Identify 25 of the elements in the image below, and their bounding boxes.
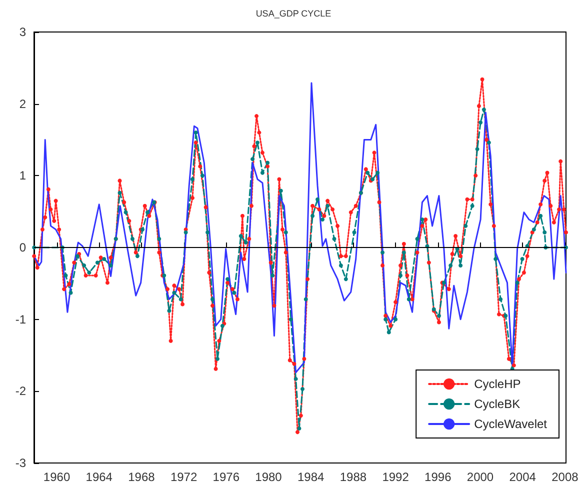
x-tick-label: 1984 bbox=[298, 470, 325, 484]
x-tick-label: 1968 bbox=[128, 470, 156, 484]
y-tick-label: 2 bbox=[19, 96, 26, 111]
x-tick-label: 1988 bbox=[340, 470, 367, 484]
y-tick-label: 0 bbox=[19, 240, 26, 254]
chart-title: USA_GDP CYCLE bbox=[256, 8, 332, 18]
legend-label: CycleWavelet bbox=[474, 417, 548, 431]
x-tick-label: 1992 bbox=[382, 470, 410, 484]
y-tick-label: -1 bbox=[15, 312, 26, 326]
x-tick-label: 1964 bbox=[86, 470, 113, 484]
x-tick-label: 1980 bbox=[255, 470, 282, 484]
y-tick-label: 1 bbox=[19, 168, 26, 183]
y-tick-label: -2 bbox=[15, 384, 26, 398]
legend-label: CycleBK bbox=[474, 397, 520, 411]
line-series bbox=[33, 82, 567, 374]
legend-label: CycleHP bbox=[474, 377, 521, 391]
x-tick-label: 2008 bbox=[552, 470, 579, 484]
y-tick-label: -3 bbox=[15, 456, 26, 470]
x-tick-label: 1960 bbox=[43, 470, 70, 484]
x-tick-label: 1972 bbox=[170, 470, 198, 484]
x-tick-label: 1976 bbox=[212, 470, 240, 484]
x-tick-label: 2004 bbox=[509, 470, 536, 484]
x-tick-label: 2000 bbox=[466, 470, 494, 484]
y-tick-label: 3 bbox=[19, 25, 26, 39]
x-tick-label: 1996 bbox=[424, 470, 452, 484]
